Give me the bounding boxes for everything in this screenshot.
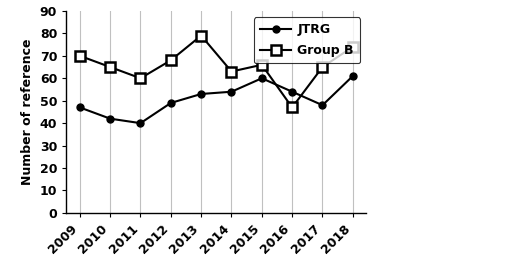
- JTRG: [107, 117, 113, 120]
- Line: Group B: Group B: [75, 31, 358, 112]
- JTRG: [320, 103, 326, 107]
- Group B: [77, 54, 83, 57]
- JTRG: [137, 121, 144, 125]
- JTRG: [229, 90, 235, 93]
- Group B: [259, 63, 265, 66]
- Line: JTRG: JTRG: [76, 73, 356, 127]
- Group B: [198, 34, 204, 37]
- Group B: [229, 70, 235, 73]
- Group B: [168, 59, 174, 62]
- Group B: [107, 66, 113, 69]
- Group B: [289, 106, 295, 109]
- Group B: [350, 45, 356, 49]
- JTRG: [259, 77, 265, 80]
- Y-axis label: Number of reference: Number of reference: [21, 39, 34, 185]
- Group B: [320, 66, 326, 69]
- JTRG: [168, 101, 174, 105]
- Legend: JTRG, Group B: JTRG, Group B: [253, 17, 360, 63]
- JTRG: [350, 74, 356, 78]
- Group B: [137, 77, 144, 80]
- JTRG: [77, 106, 83, 109]
- JTRG: [198, 92, 204, 96]
- JTRG: [289, 90, 295, 93]
